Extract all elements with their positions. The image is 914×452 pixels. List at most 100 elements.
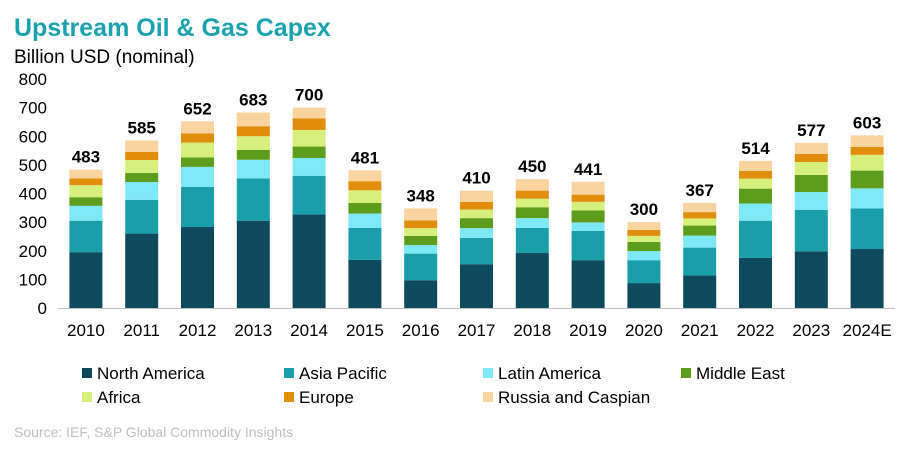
bar-segment-north-america [404, 280, 438, 308]
bar-segment-north-america [515, 253, 549, 308]
bar-segment-north-america [739, 257, 772, 308]
bar-segment-middle-east [850, 170, 884, 189]
bar-segment-russia-and-caspian [69, 169, 103, 179]
bar-segment-latin-america [627, 251, 661, 261]
x-tick-label: 2024E [843, 321, 892, 340]
bar-segment-africa [683, 218, 717, 226]
bar-segment-africa [181, 142, 214, 158]
bar-segment-russia-and-caspian [292, 107, 326, 119]
x-tick-label: 2020 [625, 321, 663, 340]
x-tick-label: 2022 [737, 321, 775, 340]
y-tick-label: 300 [19, 213, 47, 232]
bar-segment-asia-pacific [571, 230, 605, 261]
y-tick-label: 100 [19, 270, 47, 289]
bar-segment-north-america [348, 259, 382, 308]
bar-segment-russia-and-caspian [460, 190, 493, 202]
bar-segment-latin-america [292, 158, 326, 176]
bar-segment-europe [181, 133, 214, 143]
bar-segment-africa [460, 209, 493, 219]
bar-segment-north-america [236, 220, 270, 308]
bar-segment-russia-and-caspian [236, 112, 270, 127]
bar-segment-latin-america [181, 166, 214, 187]
legend-swatch [483, 368, 493, 378]
bar-segment-africa [236, 136, 270, 150]
bar-segment-latin-america [739, 203, 772, 221]
legend-label: Africa [97, 388, 141, 407]
bar-segment-latin-america [236, 159, 270, 179]
total-label: 700 [295, 86, 323, 105]
bar-segment-asia-pacific [627, 260, 661, 284]
bar-segment-africa [739, 178, 772, 189]
total-label: 585 [128, 119, 156, 138]
legend-swatch [284, 368, 294, 378]
total-label: 577 [797, 121, 825, 140]
bar-segment-europe [794, 153, 828, 163]
bar-segment-north-america [69, 252, 103, 308]
y-tick-label: 700 [19, 99, 47, 118]
bar-segment-north-america [683, 275, 717, 308]
total-label: 483 [72, 148, 100, 167]
bar-segment-asia-pacific [348, 227, 382, 260]
bar-segment-russia-and-caspian [404, 208, 438, 221]
x-tick-label: 2017 [458, 321, 496, 340]
bar-segment-north-america [125, 233, 159, 308]
legend-label: Asia Pacific [299, 364, 387, 383]
legend-swatch [483, 392, 493, 402]
bars-layer [69, 107, 884, 308]
total-label: 683 [239, 90, 267, 109]
bar-segment-africa [69, 185, 103, 198]
bar-segment-africa [292, 129, 326, 147]
bar-segment-africa [571, 201, 605, 211]
bar-segment-north-america [460, 264, 493, 308]
bar-segment-latin-america [850, 188, 884, 209]
bar-segment-europe [348, 181, 382, 191]
bar-segment-asia-pacific [69, 220, 103, 253]
bar-segment-latin-america [125, 182, 159, 200]
bar-segment-middle-east [460, 218, 493, 229]
x-tick-label: 2021 [681, 321, 719, 340]
bar-segment-russia-and-caspian [348, 170, 382, 182]
bar-segment-asia-pacific [181, 186, 214, 227]
total-label: 300 [630, 200, 658, 219]
bar-segment-russia-and-caspian [515, 179, 549, 191]
bar-segment-africa [348, 190, 382, 203]
chart-title: Upstream Oil & Gas Capex [14, 14, 331, 42]
legend-label: Latin America [498, 364, 602, 383]
bar-segment-asia-pacific [125, 199, 159, 234]
y-axis-label: Billion USD (nominal) [14, 47, 195, 68]
legend-label: Russia and Caspian [498, 388, 650, 407]
bar-segment-europe [236, 126, 270, 137]
total-label: 348 [407, 186, 435, 205]
x-tick-label: 2015 [346, 321, 384, 340]
bar-segment-asia-pacific [683, 247, 717, 276]
bar-segment-latin-america [794, 192, 828, 210]
total-label: 652 [183, 99, 211, 118]
bar-segment-middle-east [683, 225, 717, 236]
bar-segment-north-america [181, 226, 214, 308]
bar-segment-russia-and-caspian [850, 135, 884, 147]
bar-segment-asia-pacific [794, 209, 828, 252]
bar-segment-north-america [794, 251, 828, 308]
bar-segment-europe [69, 178, 103, 186]
y-tick-label: 600 [19, 127, 47, 146]
x-tick-label: 2013 [234, 321, 272, 340]
y-tick-label: 400 [19, 185, 47, 204]
y-tick-label: 0 [38, 299, 47, 318]
bar-segment-africa [794, 162, 828, 175]
bar-segment-asia-pacific [460, 237, 493, 265]
bar-segment-europe [292, 118, 326, 130]
bar-segment-asia-pacific [292, 175, 326, 215]
bar-segment-asia-pacific [850, 208, 884, 250]
total-label: 603 [853, 113, 881, 132]
legend-swatch [284, 392, 294, 402]
bar-segment-north-america [571, 260, 605, 308]
total-label: 441 [574, 160, 602, 179]
x-tick-label: 2019 [569, 321, 607, 340]
bar-segment-middle-east [181, 157, 214, 167]
x-tick-label: 2023 [792, 321, 830, 340]
bar-segment-europe [571, 194, 605, 202]
bar-segment-russia-and-caspian [571, 181, 605, 195]
bar-segment-latin-america [69, 205, 103, 221]
bar-segment-latin-america [348, 213, 382, 228]
